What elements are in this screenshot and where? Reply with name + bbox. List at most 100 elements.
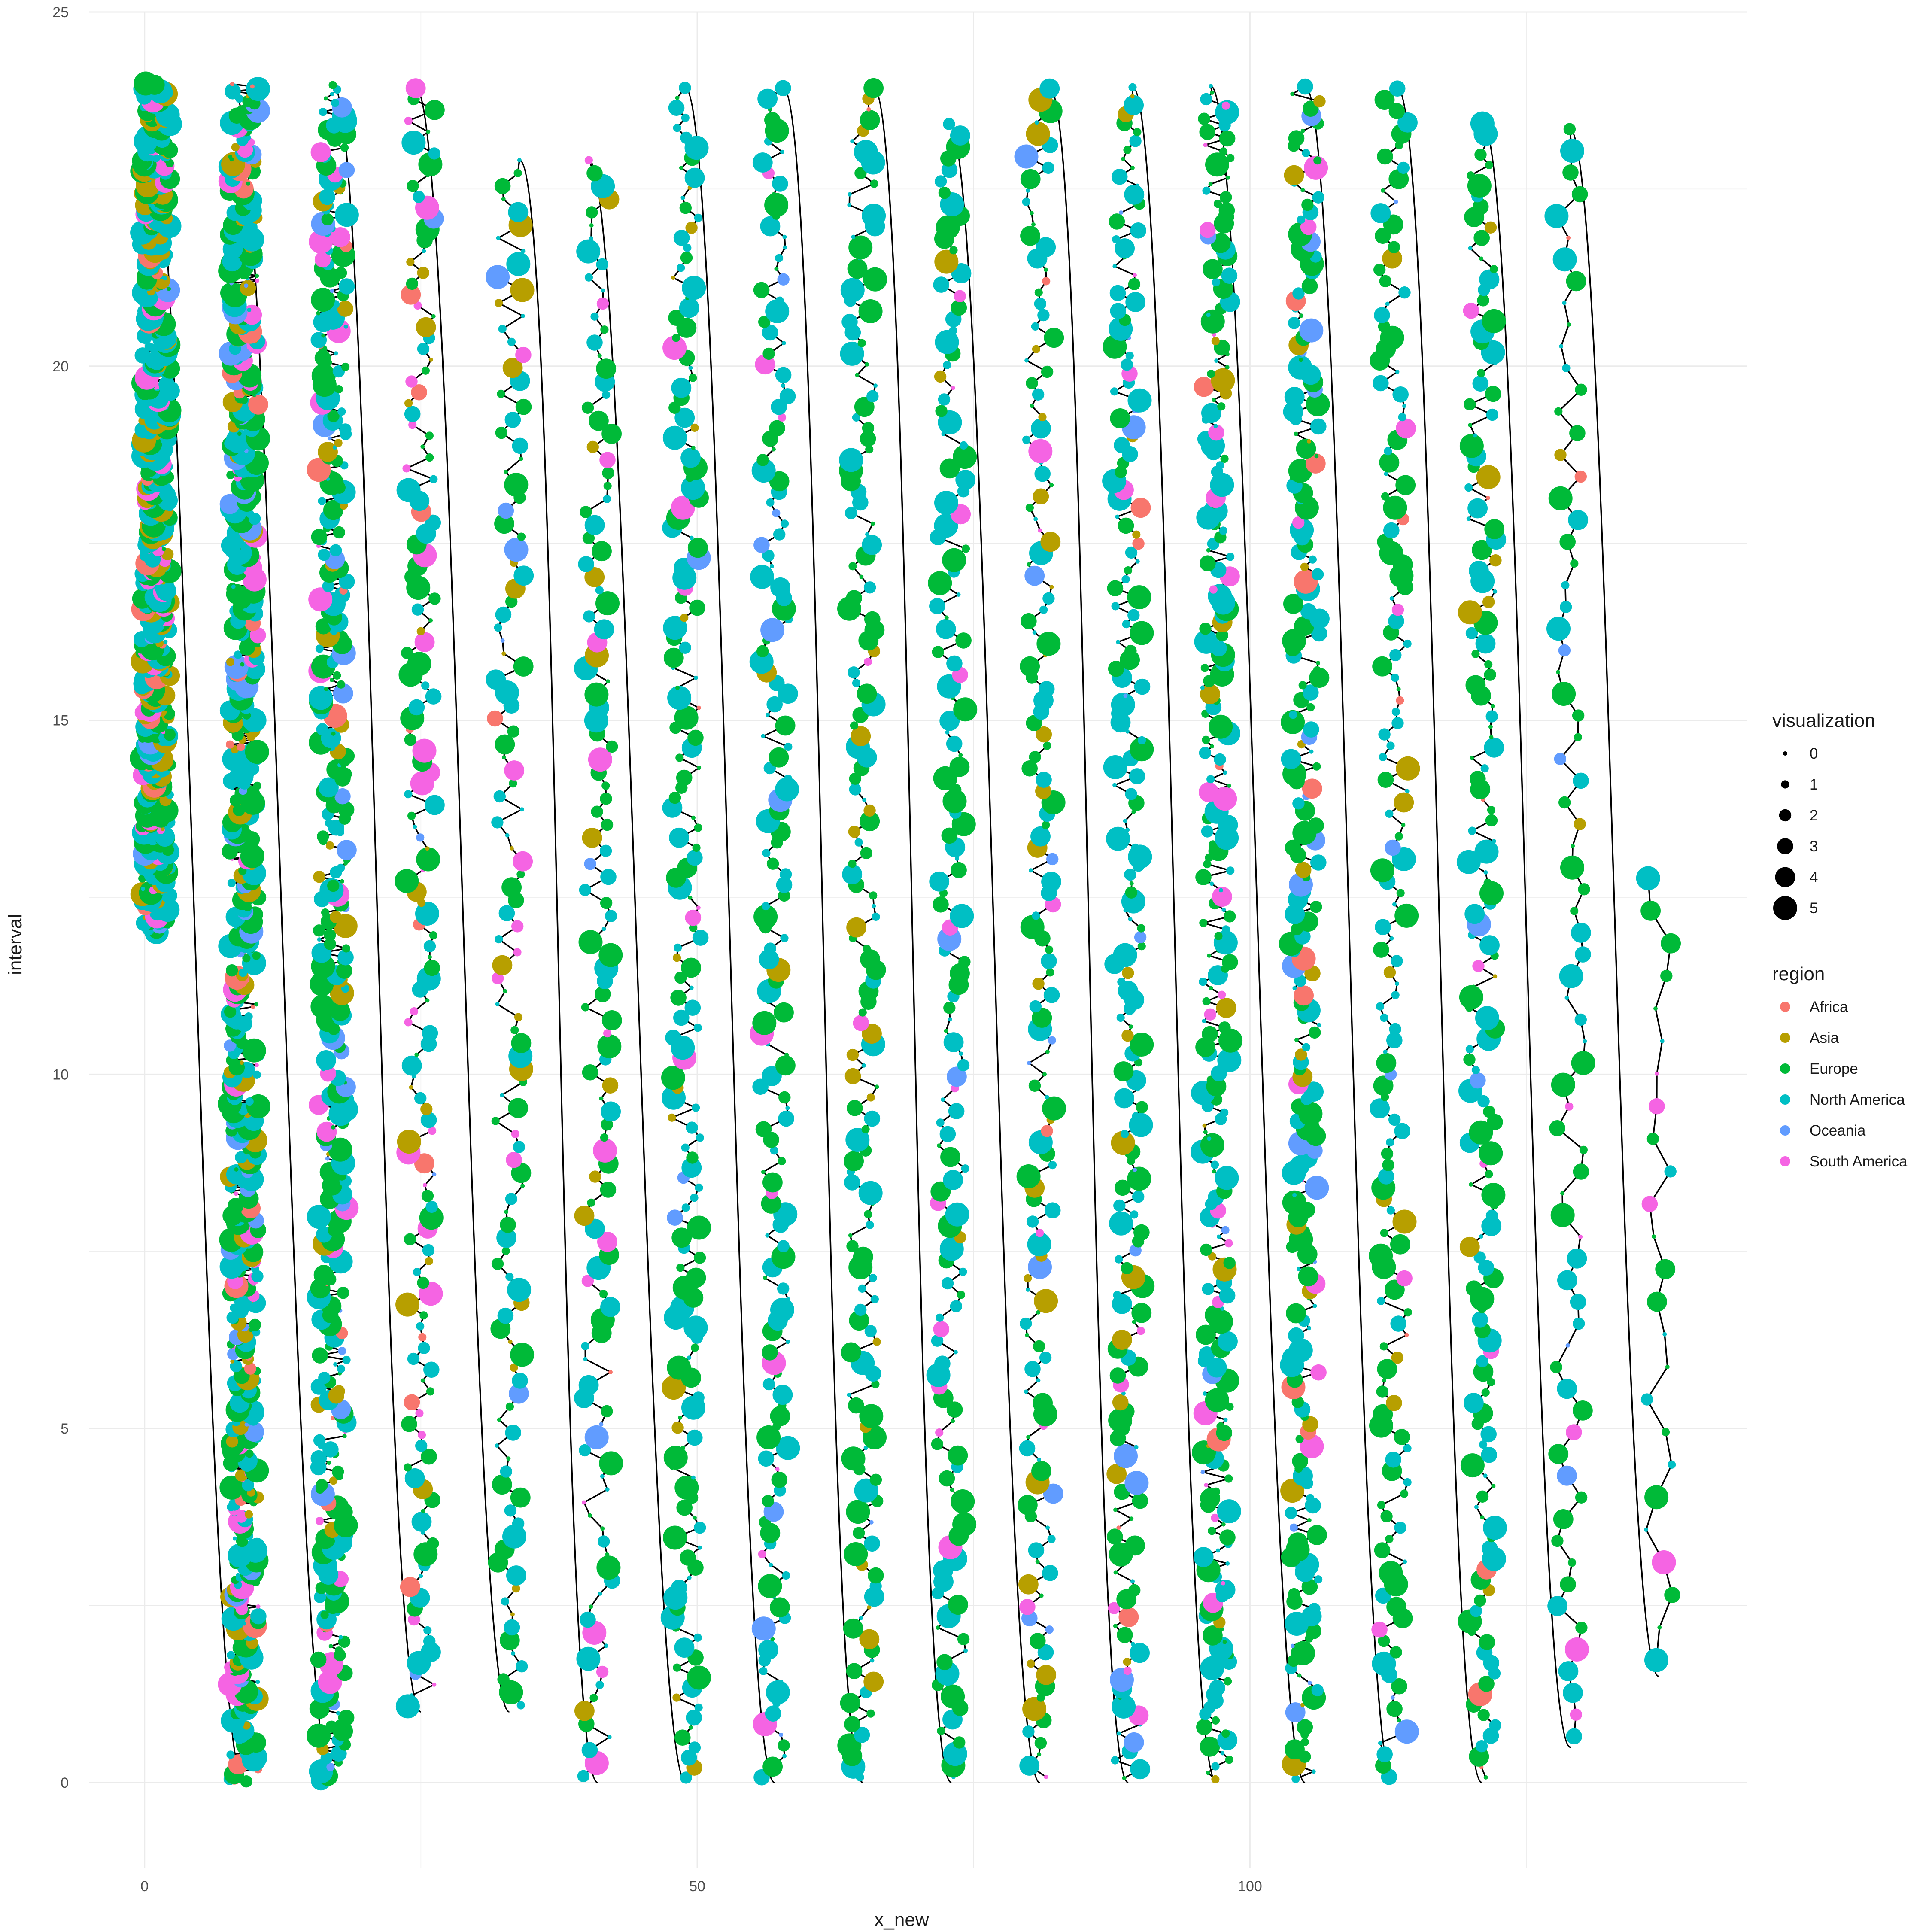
data-point [1218,1021,1231,1034]
data-point [693,1633,702,1642]
data-point [1199,1346,1215,1363]
data-point [1202,1019,1206,1024]
data-point [1206,775,1215,784]
data-point [692,1515,697,1520]
data-point [1661,933,1681,954]
data-point [872,904,876,908]
data-point [674,705,699,730]
data-point [1216,998,1236,1018]
data-point [861,1063,866,1068]
data-point [943,1170,963,1190]
data-point [1661,1428,1670,1437]
data-point [1465,627,1478,640]
data-point [1575,946,1591,963]
data-point [1043,987,1060,1003]
data-point [1113,1624,1118,1628]
data-point [1474,149,1487,161]
color-legend-key [1780,1002,1790,1012]
data-point [1138,736,1146,745]
column-connector-line [948,123,1040,1783]
data-point [1386,1597,1407,1617]
data-point [1130,498,1151,518]
data-point [778,1739,790,1752]
data-point [864,1110,881,1127]
data-point [1218,202,1235,219]
data-point [1472,960,1485,972]
data-point [245,740,269,764]
data-point [505,833,510,838]
data-point [1374,90,1395,110]
data-point [870,1295,879,1303]
data-point [1396,756,1420,781]
data-point [784,742,793,751]
data-point [854,1303,867,1316]
data-point [248,395,268,415]
data-point [786,1340,790,1344]
data-point [509,779,517,788]
data-point [1220,454,1229,463]
data-point [1578,883,1590,896]
data-point [1032,345,1041,353]
data-point [1292,287,1305,300]
data-point [1383,966,1396,979]
data-point [1381,492,1390,501]
data-point [1205,1388,1229,1413]
data-point [1110,303,1127,319]
data-point [850,721,858,730]
points [130,71,1681,1791]
data-point [1106,1528,1123,1545]
data-point [512,1373,528,1389]
data-point [338,802,355,818]
data-point [1194,377,1214,397]
data-point [863,1671,884,1692]
data-point [865,445,874,454]
data-point [1471,984,1476,989]
data-point [425,998,430,1003]
data-point [226,658,235,666]
data-point [961,544,970,553]
data-point [421,1190,434,1202]
data-point [756,645,769,658]
data-point [1388,241,1400,253]
data-point [929,871,950,892]
data-point [1113,1061,1134,1081]
data-point [494,178,511,194]
x-tick-label: 100 [1238,1878,1262,1895]
data-point [1122,1776,1127,1780]
data-point [1573,1317,1585,1330]
data-point [337,863,345,872]
data-point [1389,649,1402,662]
data-point [770,1297,794,1322]
data-point [761,734,766,738]
data-point [404,399,413,407]
data-point [669,827,689,848]
data-point [947,1066,967,1087]
data-point [423,940,436,952]
data-point [684,167,705,188]
data-point [334,267,347,279]
data-point [1316,661,1321,665]
data-point [690,1343,699,1352]
data-point [1560,855,1584,880]
data-point [1209,585,1218,594]
data-point [1199,623,1212,635]
data-point [1203,143,1208,147]
data-point [1219,1529,1236,1546]
data-point [599,1451,623,1476]
data-point [406,277,419,290]
data-point [1382,1159,1394,1171]
data-point [1020,225,1040,246]
data-point [1403,1478,1412,1487]
data-point [770,1637,775,1641]
data-point [761,1194,781,1214]
data-point [670,990,687,1006]
data-point [498,325,507,333]
data-point [506,1152,522,1168]
data-point [1209,84,1213,88]
data-point [318,497,326,505]
data-point [1301,198,1314,211]
data-point [864,1210,872,1218]
data-point [334,1646,343,1655]
data-point [1219,147,1228,156]
data-point [583,1357,588,1361]
